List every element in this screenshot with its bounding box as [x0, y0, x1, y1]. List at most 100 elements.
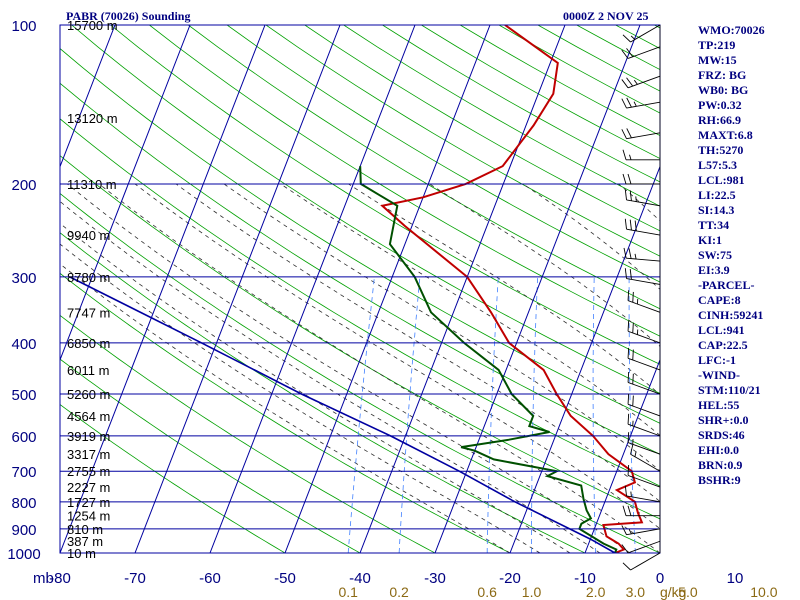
stat-line: EHI:0.0: [698, 443, 740, 457]
height-label: 3919 m: [67, 429, 110, 444]
height-label: 15700 m: [67, 18, 118, 33]
mixing-ratio-label: 0.1: [338, 584, 358, 600]
height-label: 3317 m: [67, 447, 110, 462]
wind-barb: [627, 432, 661, 455]
stat-line: LFC:-1: [698, 353, 736, 367]
isotherm: [134, 25, 341, 553]
pressure-tick-label: 900: [11, 522, 36, 539]
isotherm: [359, 25, 566, 553]
stat-line: RH:66.9: [698, 113, 741, 127]
stat-line: MAXT:6.8: [698, 128, 753, 142]
temperature-tick-label: -80: [49, 570, 71, 587]
temperature-tick-label: -40: [349, 570, 371, 587]
temperature-tick-label: -30: [424, 570, 446, 587]
isotherm: [60, 25, 191, 362]
height-label: 5260 m: [67, 387, 110, 402]
wind-barb: [630, 443, 661, 472]
temperature-tick-label: -50: [274, 570, 296, 587]
stat-line: SHR+:0.0: [698, 413, 749, 427]
mixing-ratio-line: [675, 277, 688, 553]
stat-line: L57:5.3: [698, 158, 737, 172]
height-label: 11310 m: [67, 177, 117, 192]
height-label: 7747 m: [67, 305, 110, 320]
dry-adiabat: [149, 25, 660, 337]
wind-barb: [622, 24, 661, 43]
dry-adiabat: [60, 48, 660, 424]
mixing-ratio-label: 10.0: [750, 584, 777, 600]
temperature-tick-label: -20: [499, 570, 521, 587]
moist-adiabat: [429, 183, 660, 347]
stat-line: TP:219: [698, 38, 736, 52]
wind-barb: [621, 525, 661, 536]
stat-line: MW:15: [698, 53, 737, 67]
moist-adiabat: [60, 243, 541, 553]
height-label: 2227 m: [67, 480, 110, 495]
moist-adiabat: [223, 183, 660, 472]
wind-barb: [621, 128, 661, 140]
mixing-ratio-line: [628, 276, 636, 553]
pressure-tick-label: 300: [11, 270, 36, 287]
stat-line: CAPE:8: [698, 293, 741, 307]
height-label: 387 m: [67, 534, 103, 549]
dry-adiabat: [771, 25, 800, 553]
height-label: 810 m: [67, 522, 103, 537]
wind-barb: [624, 485, 661, 503]
pressure-tick-label: 200: [11, 177, 36, 194]
pressure-tick-label: 500: [11, 387, 36, 404]
wind-barb: [627, 347, 661, 371]
pressure-tick-label: 400: [11, 336, 36, 353]
stat-line: TT:34: [698, 218, 730, 232]
wind-barb: [621, 540, 661, 554]
dry-adiabat: [71, 25, 660, 394]
stat-line: TH:5270: [698, 143, 744, 157]
temperature-tick-label: -10: [574, 570, 596, 587]
stat-line: FRZ: BG: [698, 68, 747, 82]
height-label: 1727 m: [67, 495, 110, 510]
wind-barb: [627, 290, 661, 313]
dry-adiabat: [60, 272, 511, 553]
wind-barb: [623, 247, 661, 262]
stat-line: HEL:55: [698, 398, 740, 412]
isotherm: [209, 25, 416, 553]
wind-barb: [622, 552, 661, 571]
dry-adiabat: [188, 25, 660, 310]
stat-line: LI:22.5: [698, 188, 736, 202]
mixing-ratio-line: [398, 276, 421, 553]
dry-adiabat: [60, 232, 586, 553]
mixing-ratio-label: 2.0: [586, 584, 606, 600]
dry-adiabat: [226, 25, 660, 283]
mixing-ratio-line: [592, 276, 596, 553]
isotherm: [60, 25, 116, 169]
temperature-tick-label: -60: [199, 570, 221, 587]
isotherm: [509, 165, 660, 553]
dry-adiabat: [110, 25, 660, 365]
height-label: 6850 m: [67, 336, 110, 351]
pressure-tick-label: 800: [11, 495, 36, 512]
height-label: 6011 m: [67, 363, 109, 378]
moist-adiabat: [60, 200, 601, 553]
dry-adiabat: [60, 403, 286, 553]
dry-adiabat: [576, 25, 660, 71]
stat-line: -WIND-: [698, 368, 740, 382]
stat-line: PW:0.32: [698, 98, 742, 112]
height-label: 10 m: [67, 546, 96, 561]
wind-barb: [622, 149, 660, 161]
mixing-ratio-line: [531, 276, 538, 553]
wind-barb: [627, 320, 661, 344]
pressure-tick-label: 600: [11, 429, 36, 446]
plot-area: [60, 25, 800, 553]
isotherm: [584, 358, 660, 553]
mixing-ratio-label: 0.2: [389, 584, 409, 600]
wind-barb: [621, 75, 661, 89]
stat-line: CAP:22.5: [698, 338, 748, 352]
height-label: 4564 m: [67, 409, 110, 424]
wind-barb: [627, 393, 661, 417]
moist-adiabat: [771, 184, 800, 553]
stat-line: EI:3.9: [698, 263, 730, 277]
stat-line: BRN:0.9: [698, 458, 743, 472]
stat-line: SI:14.3: [698, 203, 735, 217]
stat-line: CINH:59241: [698, 308, 764, 322]
dry-adiabat: [60, 358, 361, 553]
